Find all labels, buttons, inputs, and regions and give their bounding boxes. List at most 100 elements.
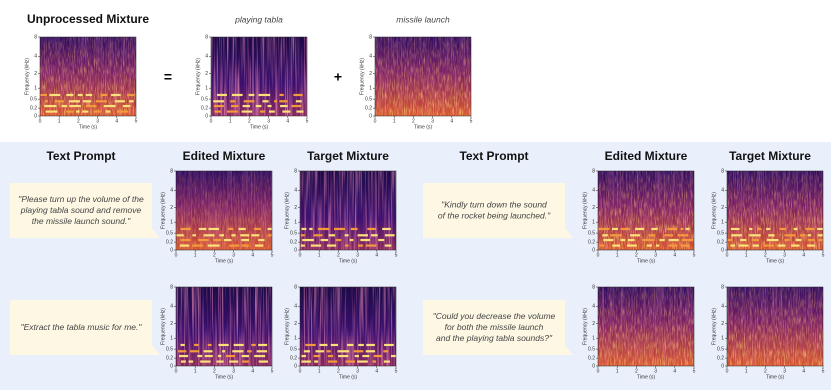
- y-axis-label: Frequency (kHz): [24, 58, 30, 95]
- spectrogram-band: [207, 343, 212, 347]
- spectrogram-band: [254, 244, 264, 247]
- x-tick-label: 3: [783, 368, 786, 374]
- spectrogram-band: [646, 244, 653, 247]
- spectrogram-texture: [375, 37, 471, 116]
- x-tick-label: 3: [654, 368, 657, 374]
- spectrogram-band: [795, 238, 802, 242]
- spectrogram-band: [40, 93, 48, 97]
- y-tick-label: 0.5: [365, 96, 372, 102]
- spectrogram-band: [180, 343, 185, 347]
- y-tick-label: 0: [592, 247, 595, 253]
- prompt-text: for both the missile launch: [445, 322, 544, 332]
- spectrogram-band: [103, 104, 116, 108]
- spectrogram-texture: [211, 37, 307, 116]
- spectrogram-band: [357, 244, 364, 247]
- plot-frame: [175, 286, 273, 367]
- spectrogram-band: [749, 234, 761, 237]
- x-axis-label: Time (s): [766, 258, 784, 264]
- spectrogram-texture: [727, 287, 823, 366]
- spectrogram-texture: [598, 171, 694, 250]
- x-tick-label: 1: [318, 368, 321, 374]
- y-tick-label: 2: [205, 71, 208, 77]
- y-tick-label: 4: [294, 188, 297, 194]
- x-tick-label: 5: [271, 368, 274, 374]
- spectrogram-band: [319, 343, 328, 347]
- plot-frame: [299, 286, 397, 367]
- spectrogram-band: [180, 227, 191, 231]
- spectrogram-band: [229, 244, 240, 247]
- spectrogram-band: [45, 110, 58, 113]
- spectrogram-band: [603, 238, 614, 242]
- plot-frame: [299, 170, 397, 251]
- spectrogram-band: [269, 110, 275, 113]
- y-tick-label: 1: [294, 336, 297, 342]
- spectrogram-band: [241, 110, 253, 113]
- spectrogram-band: [75, 110, 80, 113]
- x-tick-label: 1: [194, 252, 197, 258]
- spectrogram-band: [330, 343, 338, 347]
- spectrogram-band: [240, 234, 250, 237]
- x-tick-label: 5: [693, 252, 696, 258]
- x-tick-label: 5: [271, 252, 274, 258]
- x-tick-label: 5: [395, 252, 398, 258]
- spectrogram-band: [111, 93, 121, 97]
- spectrogram-band: [362, 354, 370, 358]
- spectrogram-band: [295, 100, 302, 103]
- y-axis-label: Frequency (kHz): [711, 308, 717, 345]
- spectrogram-band: [258, 360, 268, 363]
- x-axis-label: Time (s): [339, 374, 357, 380]
- spectrogram-band: [807, 244, 815, 247]
- spectrogram-band: [232, 350, 244, 353]
- spectrogram-band: [93, 110, 101, 113]
- x-tick-label: 4: [251, 368, 254, 374]
- spectrogram-band: [350, 227, 358, 231]
- spectrogram-band: [656, 244, 660, 247]
- x-tick-label: 2: [213, 252, 216, 258]
- spectrogram-band: [258, 343, 268, 347]
- spectrogram-band: [372, 360, 377, 363]
- spectrogram-band: [779, 227, 786, 231]
- y-tick-label: 0.2: [166, 355, 173, 361]
- y-tick-label: 0: [205, 113, 208, 119]
- y-tick-label: 1: [34, 86, 37, 92]
- x-axis-label: Time (s): [637, 258, 655, 264]
- y-tick-label: 8: [170, 168, 173, 174]
- spectrogram-band: [367, 227, 376, 231]
- spectrogram-band: [207, 244, 220, 247]
- x-tick-label: 3: [96, 118, 99, 124]
- x-tick-label: 3: [356, 368, 359, 374]
- y-tick-label: 0: [170, 363, 173, 369]
- spectrogram-band: [214, 110, 221, 113]
- spectrogram: 8 4 2 1 0.5 0.2 00 1 2 3 4 5 Frequency (kHz) Time (s): [284, 284, 397, 380]
- y-tick-label: 0.2: [166, 239, 173, 245]
- spectrogram-band: [738, 244, 749, 247]
- spectrogram-band: [282, 110, 291, 113]
- x-tick-label: 0: [597, 368, 600, 374]
- x-axis-label: Time (s): [215, 374, 233, 380]
- x-tick-label: 1: [318, 252, 321, 258]
- x-tick-label: 0: [39, 118, 42, 124]
- x-tick-label: 3: [431, 118, 434, 124]
- x-tick-label: 1: [745, 252, 748, 258]
- spectrogram-band: [305, 343, 316, 347]
- spectrogram-band: [180, 238, 191, 242]
- spectrogram-band: [190, 350, 200, 353]
- y-tick-label: 4: [294, 304, 297, 310]
- spectrogram-band: [344, 234, 349, 237]
- spectrogram-band: [390, 354, 396, 358]
- spectrogram-band: [279, 100, 288, 103]
- spectrogram-band: [213, 104, 224, 108]
- y-tick-label: 4: [369, 54, 372, 60]
- y-tick-label: 1: [205, 86, 208, 92]
- x-tick-label: 4: [375, 368, 378, 374]
- spectrogram-texture: [598, 287, 694, 366]
- spectrogram-band: [223, 238, 232, 242]
- spectrogram-band: [642, 238, 655, 242]
- spectrogram-band: [752, 244, 759, 247]
- spectrogram-band: [598, 227, 610, 231]
- spectrogram-band: [105, 110, 111, 113]
- y-tick-label: 4: [170, 188, 173, 194]
- spectrogram-band: [609, 234, 622, 237]
- spectrogram-band: [251, 234, 260, 237]
